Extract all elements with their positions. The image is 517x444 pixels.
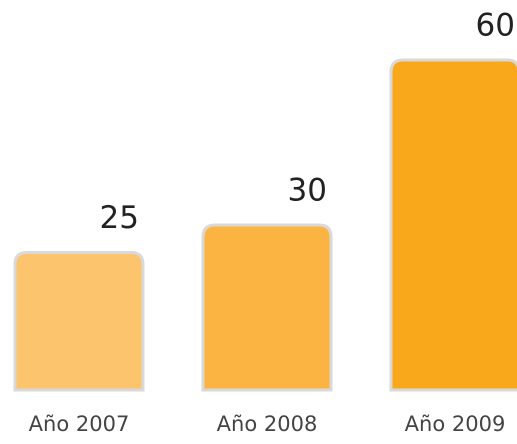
value-label: 30 (288, 173, 327, 209)
x-tick-label: Año 2008 (217, 412, 318, 436)
bar (201, 223, 333, 392)
x-tick-label: Año 2007 (29, 412, 130, 436)
bar (389, 58, 517, 392)
value-label: 25 (100, 200, 139, 236)
value-label: 60 (476, 8, 515, 44)
x-tick-label: Año 2009 (405, 412, 506, 436)
bar (13, 251, 145, 392)
